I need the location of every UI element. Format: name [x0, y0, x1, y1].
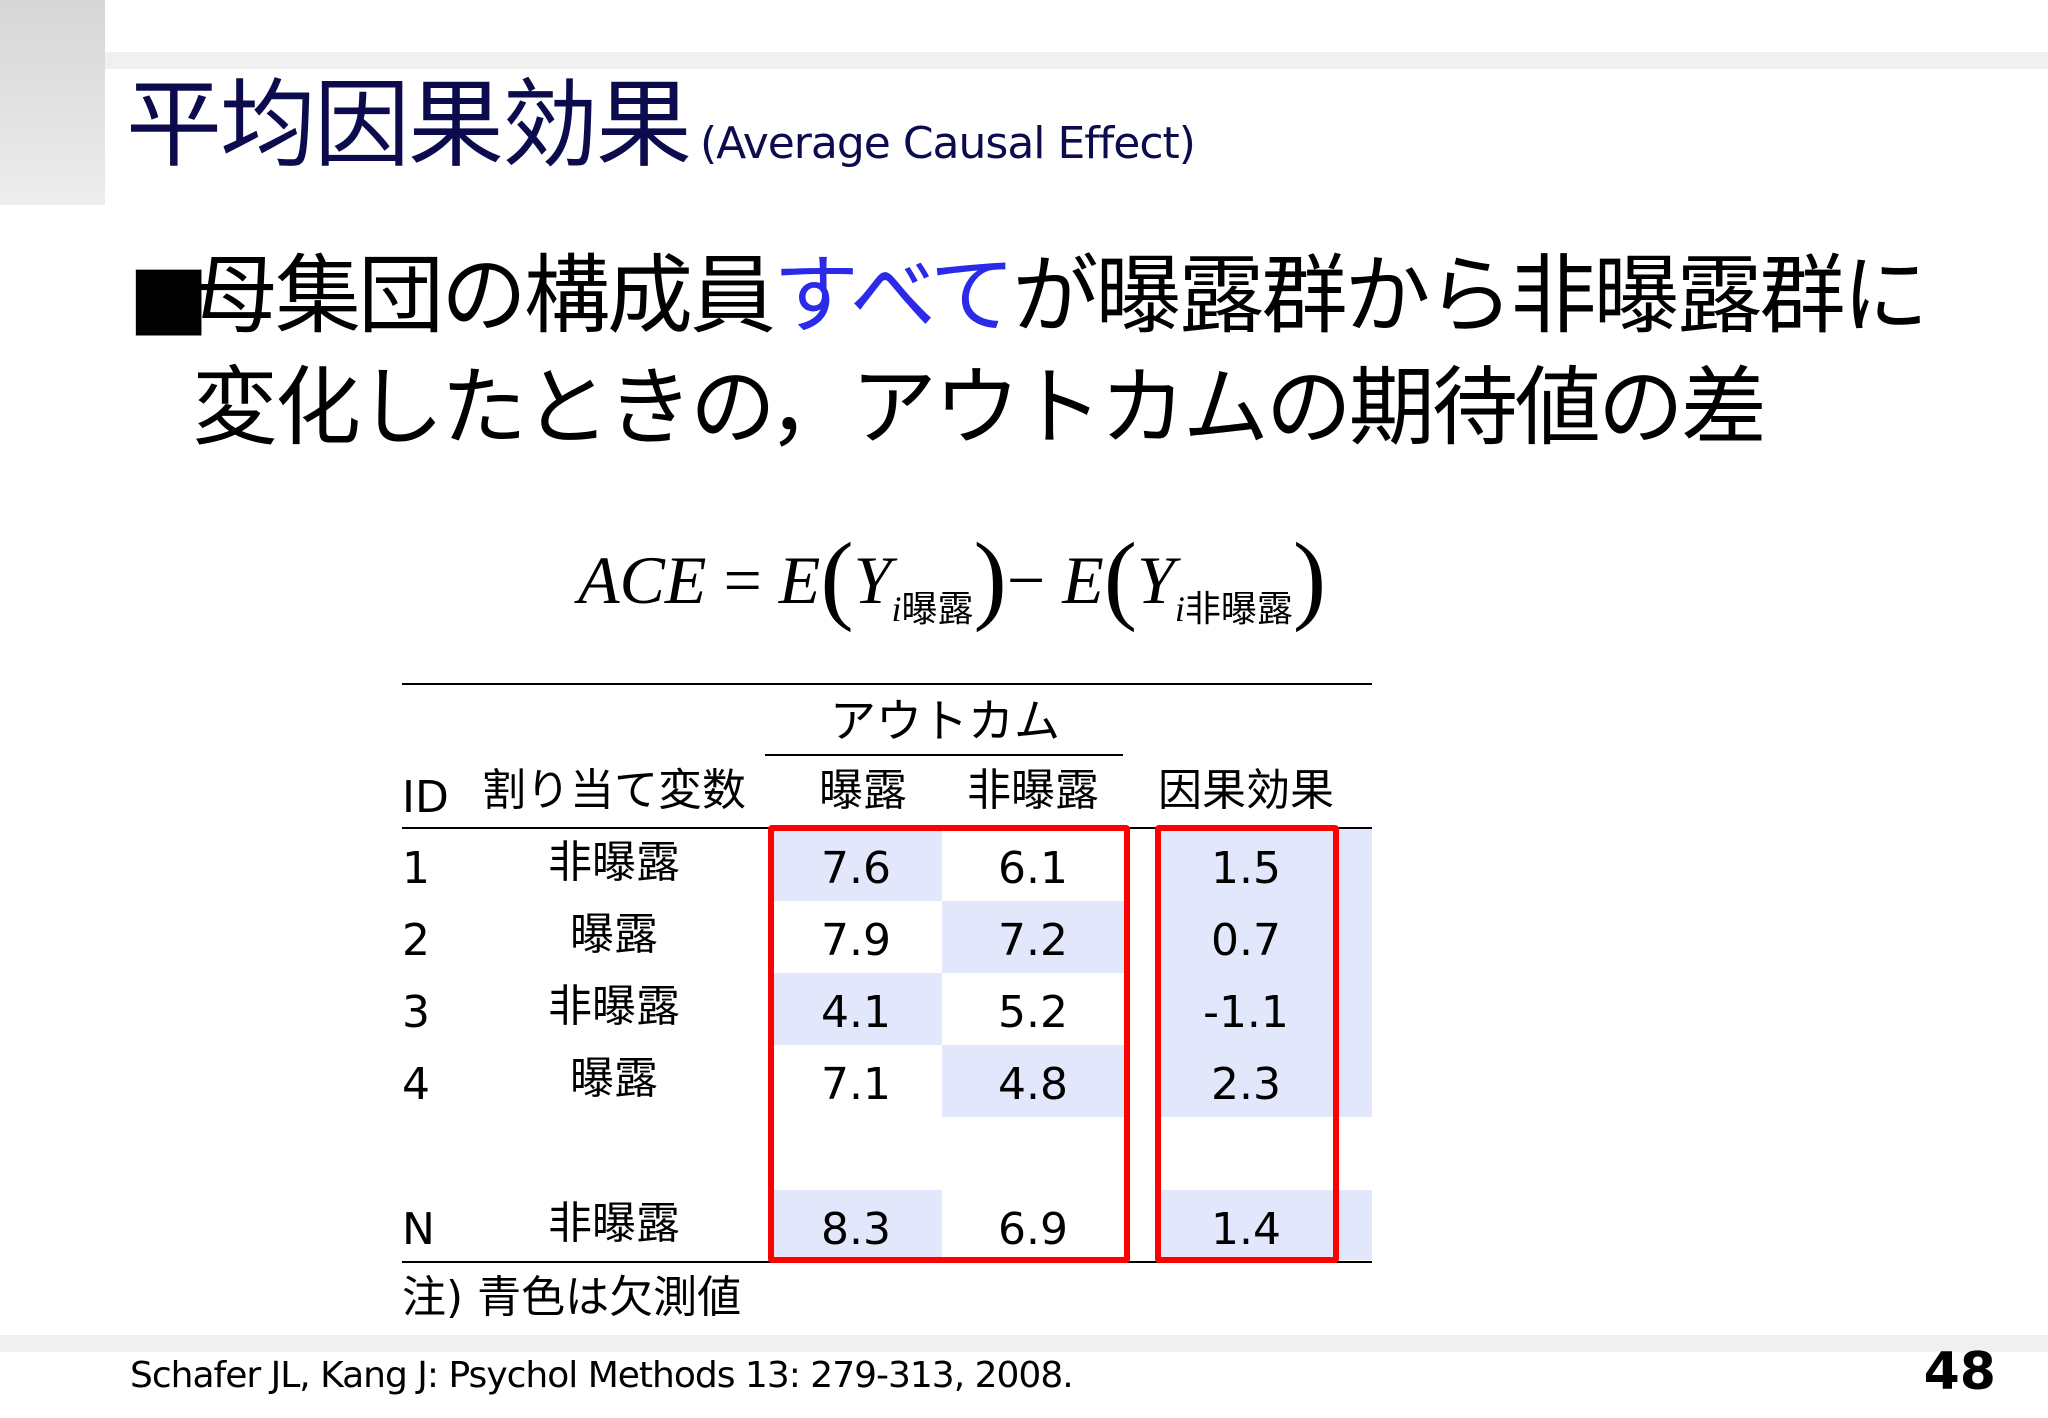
bullet-text: 母集団の構成員すべてが曝露群から非曝露群に変化したときの，アウトカムの期待値の差 [192, 240, 2008, 464]
cell-effect: 0.7 [1211, 915, 1281, 966]
formula-lhs: ACE [578, 542, 707, 618]
cell-unexposed: 6.1 [998, 843, 1068, 894]
cell-effect: 1.4 [1211, 1204, 1281, 1255]
missing-cell-shade [942, 901, 1124, 973]
decorative-left-block [0, 0, 105, 205]
formula-sub-2: i非曝露 [1174, 589, 1293, 630]
header-assignment: 割り当て変数 [482, 765, 746, 816]
close-paren-2: ) [1292, 522, 1327, 633]
cell-unexposed: 6.9 [998, 1204, 1068, 1255]
missing-cell-shade [942, 1045, 1124, 1117]
decorative-top-bar [105, 52, 2048, 69]
missing-cell-shade [770, 829, 942, 901]
formula-sub-1: i曝露 [891, 589, 974, 630]
decorative-bottom-bar [0, 1335, 2048, 1352]
cell-exposed: 7.9 [821, 915, 891, 966]
cell-assignment: 非曝露 [548, 837, 680, 888]
cell-exposed: 8.3 [821, 1204, 891, 1255]
formula-minus: − [1006, 542, 1046, 618]
formula-func-1: E [778, 542, 821, 618]
cell-exposed: 7.1 [821, 1059, 891, 1110]
cell-exposed: 7.6 [821, 843, 891, 894]
effect-highlight-box [1155, 825, 1339, 1263]
cell-effect: 2.3 [1211, 1059, 1281, 1110]
cell-id: 1 [402, 843, 430, 894]
cell-effect: 1.5 [1211, 843, 1281, 894]
formula-var-2: Y [1137, 542, 1175, 618]
header-causal-effect: 因果効果 [1158, 765, 1334, 816]
cell-assignment: 曝露 [570, 909, 658, 960]
ace-formula: ACE = E(Yi曝露)− E(Yi非曝露) [578, 520, 1326, 635]
bullet-text-before: 母集団の構成員 [192, 246, 776, 346]
outcome-highlight-box [768, 825, 1130, 1263]
formula-equals: = [723, 542, 762, 618]
title-subtitle: (Average Causal Effect) [700, 118, 1196, 169]
cell-unexposed: 5.2 [998, 987, 1068, 1038]
table-top-rule [402, 683, 1372, 685]
header-unexposed: 非曝露 [967, 765, 1099, 816]
cell-id: 4 [402, 1059, 430, 1110]
header-id: ID [402, 772, 449, 823]
cell-exposed: 4.1 [821, 987, 891, 1038]
open-paren-2: ( [1103, 522, 1138, 633]
header-exposed: 曝露 [819, 765, 907, 816]
cell-unexposed: 7.2 [998, 915, 1068, 966]
cell-id: N [402, 1204, 435, 1255]
group-header-rule [765, 754, 1123, 756]
cell-effect: -1.1 [1203, 987, 1289, 1038]
table-note: 注) 青色は欠測値 [402, 1272, 742, 1323]
title-main: 平均因果効果 [126, 69, 692, 181]
cell-unexposed: 4.8 [998, 1059, 1068, 1110]
missing-cell-shade [770, 1190, 942, 1260]
citation: Schafer JL, Kang J: Psychol Methods 13: … [130, 1355, 1074, 1396]
page-number: 48 [1923, 1342, 1996, 1402]
square-bullet-icon: ■ [128, 246, 209, 346]
missing-cell-shade [770, 973, 942, 1045]
bullet-text-after: が曝露群から非曝露群に変化したときの，アウトカムの期待値の差 [192, 246, 1929, 458]
bullet-point: ■ 母集団の構成員すべてが曝露群から非曝露群に変化したときの，アウトカムの期待値… [128, 240, 2008, 464]
formula-func-2: E [1062, 542, 1104, 618]
open-paren-1: ( [820, 522, 854, 633]
cell-assignment: 非曝露 [548, 1198, 680, 1249]
group-header-outcome: アウトカム [830, 694, 1060, 748]
cell-id: 2 [402, 915, 430, 966]
cell-assignment: 曝露 [570, 1053, 658, 1104]
slide-title: 平均因果効果 (Average Causal Effect) [126, 69, 1196, 181]
formula-var-1: Y [853, 542, 892, 618]
cell-assignment: 非曝露 [548, 981, 680, 1032]
bullet-highlight: すべて [773, 246, 1016, 346]
cell-id: 3 [402, 987, 430, 1038]
close-paren-1: ) [973, 522, 1007, 633]
